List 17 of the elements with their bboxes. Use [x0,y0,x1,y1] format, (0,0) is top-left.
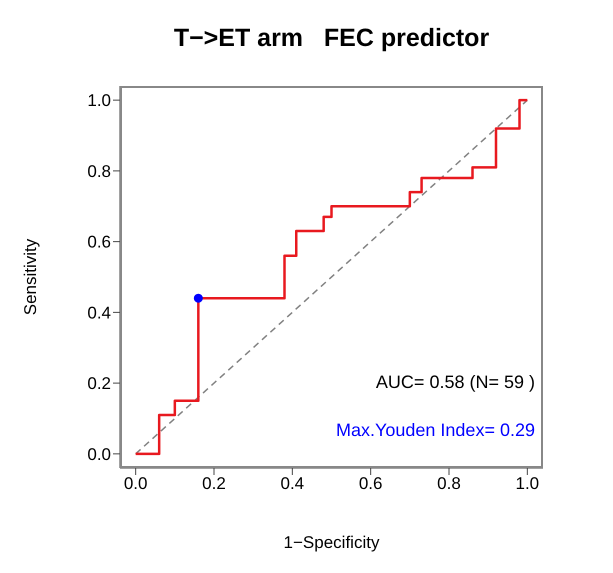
annotation: AUC= 0.58 (N= 59 ) [374,371,535,394]
x-tick-label: 0.0 [124,474,148,494]
x-tick-label: 0.6 [358,474,382,494]
y-tick-label: 1.0 [87,91,111,110]
y-tick-label: 0.6 [87,232,111,252]
x-tick-label: 1.0 [516,474,540,494]
annotation: Max.Youden Index= 0.29 [336,419,535,442]
x-axis-title: 1−Specificity [284,533,380,552]
x-tick-label: 0.2 [202,474,226,494]
chart-title: T−>ET arm FEC predictor [172,24,490,53]
y-axis-title: Sensitivity [21,238,40,316]
y-tick-label: 0.4 [87,303,111,322]
y-tick-label: 0.8 [87,162,111,181]
y-tick-label: 0.0 [87,444,111,464]
y-tick-label: 0.2 [87,374,111,394]
x-tick-label: 0.8 [437,474,461,494]
x-tick-label: 0.4 [280,474,304,494]
